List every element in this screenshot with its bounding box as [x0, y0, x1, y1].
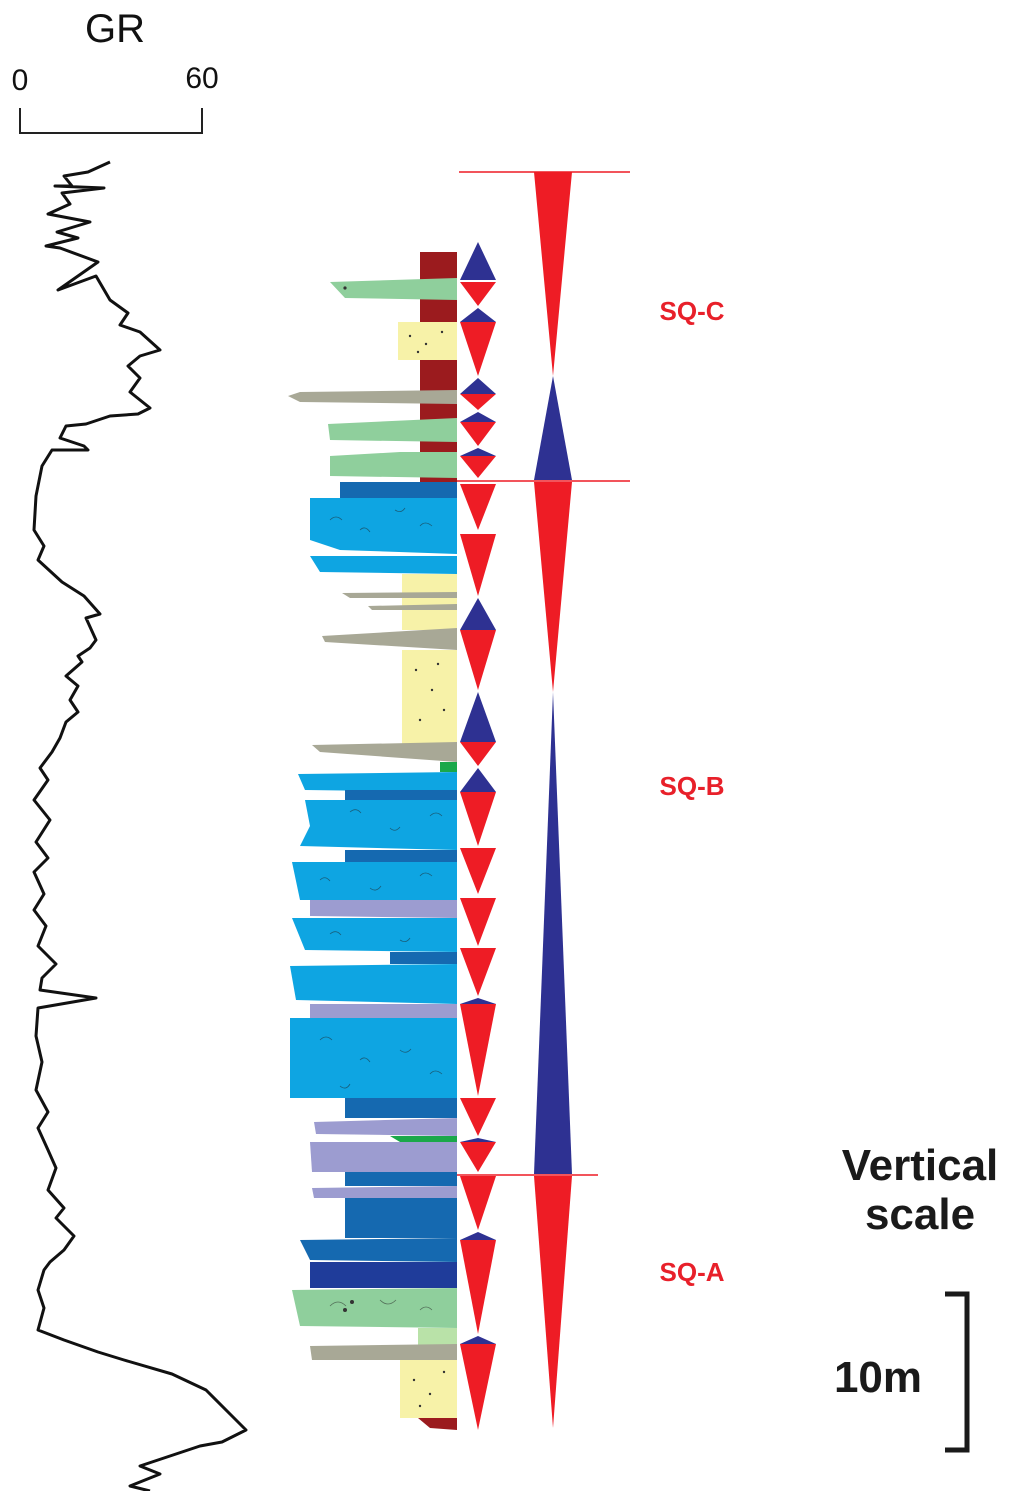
- transgressive-triangle: [460, 1232, 496, 1240]
- regressive-triangle: [460, 484, 496, 530]
- sequence-label-sq-c: SQ-C: [660, 296, 725, 326]
- vertical-scale-title-line2: scale: [865, 1190, 975, 1239]
- limestone-bed: [290, 964, 457, 1004]
- siltstone-bed: [322, 628, 457, 650]
- regressive-triangle: [460, 848, 496, 894]
- lithology-column: [288, 252, 457, 1430]
- sequence-boundaries: [457, 171, 630, 1176]
- marl-bed: [292, 1288, 457, 1328]
- transgressive-triangle: [460, 768, 496, 792]
- limestone-dark-bed: [390, 952, 457, 964]
- limestone-bed: [300, 800, 457, 850]
- marl-light-bed: [418, 1328, 457, 1346]
- limestone-navy-bed: [310, 1262, 457, 1288]
- sq-c-regressive-triangle: [534, 172, 572, 376]
- gr-scale-min: 0: [12, 64, 29, 97]
- sq-b-regressive-triangle: [534, 482, 572, 692]
- vertical-scale-bar-label: 10m: [834, 1353, 922, 1402]
- dolomite-bed: [310, 1004, 457, 1018]
- regressive-triangle: [460, 792, 496, 846]
- marl-bed: [328, 418, 457, 442]
- limestone-bed: [310, 498, 457, 554]
- limestone-bed: [298, 772, 457, 792]
- regressive-triangle: [460, 282, 496, 306]
- sandstone-bed: [400, 1360, 457, 1418]
- siltstone-bed: [312, 742, 457, 762]
- sq-c-transgressive-triangle: [534, 376, 572, 480]
- siltstone-bed: [368, 604, 457, 610]
- gr-scale-bar: [19, 108, 203, 134]
- dolomite-bed: [314, 1118, 457, 1136]
- regressive-triangle: [460, 534, 496, 596]
- regressive-triangle: [460, 394, 496, 410]
- transgressive-triangle: [460, 1336, 496, 1344]
- lithology-texture: [319, 507, 443, 1311]
- regressive-triangle: [460, 742, 496, 766]
- transgressive-triangle: [460, 308, 496, 322]
- gr-log-header: GR 0 60: [12, 7, 219, 134]
- regressive-triangle: [460, 1344, 496, 1430]
- sandstone-bed: [398, 322, 457, 360]
- limestone-dark-bed: [345, 1098, 457, 1118]
- dolomite-bed: [310, 1142, 457, 1172]
- mudstone-bed: [418, 1418, 457, 1430]
- marl-bed: [330, 278, 457, 300]
- transgressive-triangle: [460, 448, 496, 456]
- limestone-bed: [292, 918, 457, 952]
- regressive-triangle: [460, 322, 496, 376]
- marl-bed: [330, 452, 457, 478]
- sandstone-bed: [402, 650, 457, 744]
- transgressive-triangle: [460, 692, 496, 742]
- sq-a-regressive-triangle: [534, 1176, 572, 1428]
- siltstone-bed: [342, 592, 457, 598]
- regressive-triangle: [460, 630, 496, 690]
- regressive-triangle: [460, 456, 496, 478]
- limestone-dark-bed: [345, 1198, 457, 1238]
- transgressive-triangle: [460, 598, 496, 630]
- limestone-bed: [310, 556, 457, 574]
- limestone-dark-bed: [345, 850, 457, 862]
- sandstone-dots: [343, 286, 446, 1408]
- third-order-sequences: [534, 172, 572, 1428]
- regressive-triangle: [460, 898, 496, 946]
- vertical-scale-title-line1: Vertical: [842, 1141, 999, 1190]
- vertical-scale: Vertical scale 10m: [834, 1141, 999, 1453]
- shale-bed: [390, 1136, 457, 1142]
- regressive-triangle: [460, 1098, 496, 1136]
- transgressive-triangle: [460, 242, 496, 280]
- transgressive-triangle: [460, 378, 496, 394]
- transgressive-triangle: [460, 998, 496, 1004]
- limestone-bed: [292, 862, 457, 900]
- sequence-label-sq-a: SQ-A: [660, 1257, 725, 1287]
- high-frequency-cycles: [460, 242, 496, 1430]
- transgressive-triangle: [460, 412, 496, 422]
- vertical-scale-bar: [945, 1291, 970, 1453]
- gr-log-title: GR: [85, 7, 145, 51]
- regressive-triangle: [460, 1176, 496, 1230]
- sequence-label-sq-b: SQ-B: [660, 771, 725, 801]
- shale-bed: [440, 762, 457, 772]
- siltstone-bed: [288, 390, 457, 404]
- dolomite-bed: [310, 900, 457, 918]
- limestone-dark-bed: [300, 1238, 457, 1262]
- regressive-triangle: [460, 1004, 496, 1096]
- limestone-dark-bed: [345, 1172, 457, 1186]
- regressive-triangle: [460, 1240, 496, 1334]
- dolomite-bed: [312, 1186, 457, 1198]
- regressive-triangle: [460, 1142, 496, 1172]
- regressive-triangle: [460, 422, 496, 446]
- gr-log-curve: [32, 160, 248, 1491]
- limestone-dark-bed: [345, 790, 457, 800]
- limestone-dark-bed: [340, 482, 457, 498]
- sandstone-bed: [402, 574, 457, 630]
- transgressive-triangle: [460, 1138, 496, 1142]
- gr-scale-max: 60: [185, 62, 218, 95]
- sq-b-transgressive-triangle: [534, 692, 572, 1174]
- regressive-triangle: [460, 948, 496, 996]
- limestone-bed: [290, 1018, 457, 1098]
- siltstone-bed: [310, 1344, 457, 1360]
